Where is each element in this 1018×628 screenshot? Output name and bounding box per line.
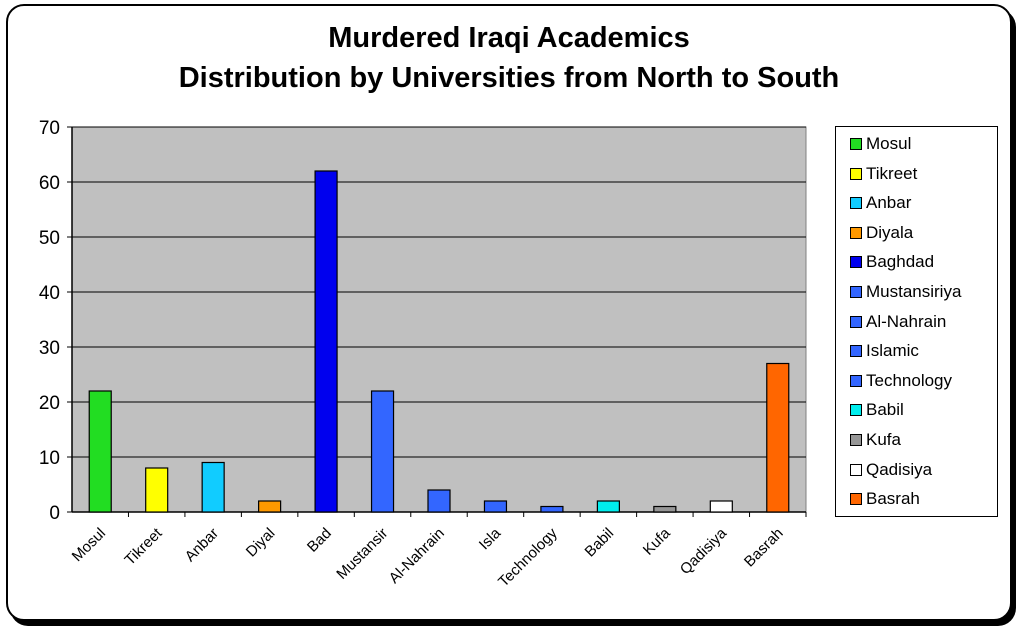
bar-mustansiriya — [370, 390, 395, 513]
legend-item: Babil — [850, 399, 904, 421]
legend-item: Kufa — [850, 429, 901, 451]
legend-swatch — [850, 226, 862, 239]
bar-al-nahrain — [427, 489, 451, 513]
bar-technology — [540, 505, 564, 513]
plot-area — [71, 126, 807, 513]
legend-label: Anbar — [866, 193, 912, 213]
legend-swatch — [850, 345, 862, 358]
bar-mosul — [88, 390, 112, 513]
chart-subtitle: Distribution by Universities from North … — [178, 62, 840, 94]
legend-label: Kufa — [866, 430, 901, 449]
x-tick-label: Babil — [582, 525, 618, 561]
bar-baghdad — [314, 170, 338, 513]
legend-label: Diyala — [866, 222, 914, 242]
bar-anbar — [201, 461, 225, 513]
legend-swatch — [850, 286, 862, 298]
legend-item: Diyala — [850, 222, 913, 244]
x-tick-label: Kufa — [640, 524, 674, 558]
legend-item: Basrah — [850, 488, 920, 510]
x-tick-label: Al-Nahrain — [386, 525, 448, 587]
bar-qadisiya — [709, 500, 733, 513]
chart-title: Murdered Iraqi Academics — [328, 22, 690, 54]
legend-item: Baghdad — [850, 251, 934, 273]
x-tick-label: Anbar — [182, 525, 222, 565]
legend-item: Al-Nahrain — [850, 311, 946, 333]
legend-label: Islamic — [866, 341, 919, 361]
legend-item: Mosul — [850, 133, 911, 155]
x-tick-label: Isla — [476, 524, 505, 553]
y-tick-label: 30 — [39, 338, 60, 359]
legend-label: Tikreet — [866, 163, 918, 183]
legend-label: Mosul — [866, 134, 912, 153]
bar-babil — [596, 500, 620, 513]
x-tick-label: Technology — [495, 524, 561, 590]
y-tick-label: 70 — [39, 118, 60, 139]
y-tick-label: 0 — [49, 503, 60, 524]
legend-swatch — [850, 315, 862, 328]
x-tick-label: Basrah — [741, 525, 787, 571]
legend-item: Technology — [850, 370, 952, 392]
legend-swatch — [850, 434, 862, 446]
legend-swatch — [850, 374, 862, 387]
x-tick-label: Diyal — [243, 525, 279, 561]
legend-swatch — [850, 404, 862, 417]
legend-item: Tikreet — [850, 163, 917, 185]
legend-swatch — [850, 167, 862, 180]
legend-label: Technology — [866, 370, 953, 390]
legend-swatch — [850, 256, 862, 269]
bar-tikreet — [145, 467, 169, 513]
y-tick-label: 10 — [39, 448, 60, 469]
x-tick-label: Mustansir — [333, 525, 391, 583]
bar-diyala — [258, 500, 282, 513]
legend-label: Qadisiya — [866, 459, 933, 479]
legend-swatch — [850, 463, 862, 476]
bar-basrah — [766, 362, 790, 513]
legend-label: Mustansiriya — [866, 282, 962, 301]
legend-swatch — [850, 138, 862, 150]
y-tick-label: 50 — [39, 228, 60, 249]
chart-legend: Mosul Tikreet Anbar Diyala Baghdad Mustansiri… — [835, 126, 998, 517]
legend-item: Mustansiriya — [850, 281, 961, 303]
y-tick-label: 20 — [39, 393, 60, 414]
legend-label: Baghdad — [866, 252, 935, 272]
legend-label: Babil — [866, 400, 904, 420]
x-tick-label: Tikreet — [121, 524, 166, 569]
legend-item: Anbar — [850, 192, 911, 214]
legend-label: Al-Nahrain — [866, 311, 947, 331]
x-tick-label: Qadisiya — [677, 524, 731, 578]
x-tick-label: Mosul — [69, 525, 109, 565]
legend-label: Basrah — [866, 489, 920, 509]
bar-kufa — [653, 505, 677, 513]
x-tick-label: Bad — [304, 525, 335, 556]
y-tick-label: 40 — [39, 283, 60, 304]
legend-item: Islamic — [850, 340, 919, 362]
y-tick-label: 60 — [39, 173, 60, 194]
legend-item: Qadisiya — [850, 459, 932, 481]
legend-swatch — [850, 493, 862, 506]
legend-swatch — [850, 197, 862, 210]
bar-islamic — [483, 500, 508, 513]
